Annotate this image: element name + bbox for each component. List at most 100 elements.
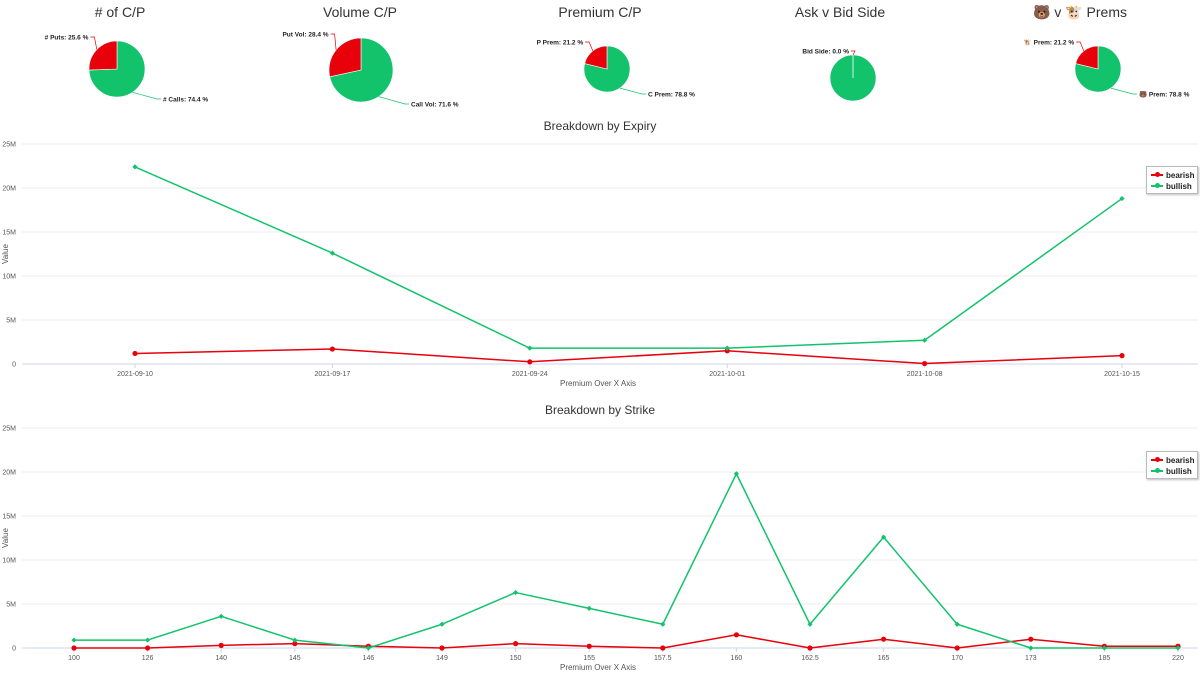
pie-label-green: Call Vol: 71.6 % [411,101,459,108]
x-tick-label: 126 [142,655,154,662]
y-tick-label: 25M [2,142,16,149]
data-point-bearish[interactable] [513,641,519,647]
legend-swatch [1151,170,1163,180]
y-tick-label: 20M [2,186,16,193]
x-tick-label: 140 [215,655,227,662]
data-point-bullish[interactable] [329,250,335,256]
x-tick-label: 173 [1025,655,1037,662]
series-line-bullish[interactable] [134,166,1123,349]
x-tick-label: 2021-10-01 [709,371,745,378]
x-tick-label: 2021-09-17 [314,371,350,378]
data-point-bearish[interactable] [1028,636,1034,642]
x-tick-label: 2021-09-24 [512,371,548,378]
data-point-bullish[interactable] [586,605,592,611]
data-point-bearish[interactable] [660,645,666,651]
series-line-bearish[interactable] [74,634,1178,649]
data-point-bullish[interactable] [132,164,138,170]
legend-item-bearish[interactable]: bearish [1151,455,1194,465]
legend-label: bearish [1166,455,1195,465]
pie-slice-green[interactable] [329,37,394,103]
expiry-legend[interactable]: bearish bullish [1146,166,1198,194]
pie-panel-3: Premium C/P P Prem: 21.2 % C Prem: 78.8 % [480,0,720,112]
data-point-bullish[interactable] [365,645,371,651]
pie-label-green: # Calls: 74.4 % [163,96,208,103]
legend-item-bearish[interactable]: bearish [1151,170,1194,180]
x-tick-label: 149 [436,655,448,662]
x-tick-label: 170 [951,655,963,662]
pie-panel-1: # of C/P # Puts: 25.6 % # Calls: 74.4 % [0,0,240,112]
y-tick-label: 10M [2,558,16,565]
data-point-bearish[interactable] [439,645,445,651]
data-point-bullish[interactable] [513,589,519,596]
pie-title: # of C/P [94,4,146,20]
legend-label: bullish [1166,466,1192,476]
pie-panel-2: Volume C/P Put Vol: 28.4 % Call Vol: 71.6 … [240,0,480,112]
data-point-bullish[interactable] [71,637,77,643]
series-line-bullish[interactable] [74,473,1178,649]
data-point-bearish[interactable] [724,348,730,354]
pie-chart: P Prem: 21.2 % C Prem: 78.8 % [537,39,696,98]
series-line-bearish[interactable] [134,348,1123,365]
y-tick-label: 5M [6,318,16,325]
data-point-bullish[interactable] [660,621,666,627]
legend-item-bullish[interactable]: bullish [1151,466,1192,476]
data-point-bearish[interactable] [145,645,151,651]
data-point-bearish[interactable] [922,360,928,367]
pie-chart: # Puts: 25.6 % # Calls: 74.4 % [45,34,209,103]
pie-chart: Bid Side: 0.0 % [802,48,877,102]
y-tick-label: 25M [2,426,16,433]
legend-swatch [1151,466,1163,476]
data-point-bullish[interactable] [145,637,151,643]
x-tick-label: 2021-10-15 [1104,371,1140,378]
data-point-bullish[interactable] [218,613,224,619]
legend-label: bullish [1166,181,1192,191]
data-point-bearish[interactable] [1119,353,1125,359]
data-point-bullish[interactable] [1101,645,1107,651]
x-tick-label: 100 [68,655,80,662]
legend-item-bullish[interactable]: bullish [1151,181,1192,191]
x-tick-label: 150 [510,655,522,662]
data-point-bearish[interactable] [807,645,813,651]
y-tick-label: 15M [2,230,16,237]
data-point-bearish[interactable] [329,346,335,352]
data-point-bullish[interactable] [1175,645,1181,651]
y-tick-label: 5M [6,602,16,609]
x-tick-label: 145 [289,655,301,662]
data-point-bearish[interactable] [71,645,77,651]
y-tick-label: 0 [12,362,16,369]
strike-line-chart: 0 5M 10M 15M 20M 25M Value 100 126 140 145 146 149 15… [1,426,1198,672]
data-point-bullish[interactable] [439,621,445,627]
y-axis-title: Value [1,528,10,548]
data-point-bullish[interactable] [881,534,887,540]
pie-slice-red[interactable] [328,37,362,78]
data-point-bearish[interactable] [881,636,887,642]
y-tick-label: 0 [12,646,16,653]
chart-title-strike: Breakdown by Strike [544,403,656,417]
data-point-bearish[interactable] [954,645,960,651]
pie-slice-red[interactable] [88,40,118,71]
x-tick-label: 146 [363,655,375,662]
data-point-bearish[interactable] [218,642,224,648]
pie-title: Volume C/P [323,4,397,20]
data-point-bearish[interactable] [132,350,138,357]
pie-label-red: Bid Side: 0.0 % [802,48,849,55]
pie-label-red: P Prem: 21.2 % [537,39,584,46]
data-point-bearish[interactable] [527,359,533,365]
pie-title: 🐻 v 🐮 Prems [1033,4,1127,20]
x-tick-label: 220 [1172,655,1184,662]
data-point-bullish[interactable] [954,621,960,627]
pie-panel-5: 🐻 v 🐮 Prems 🐮 Prem: 21.2 % 🐻 Prem: 78.8 % [960,0,1200,112]
data-point-bullish[interactable] [527,345,533,351]
y-axis-title: Value [1,244,10,264]
legend-label: bearish [1166,170,1195,180]
strike-legend[interactable]: bearish bullish [1146,451,1198,479]
data-point-bearish[interactable] [586,643,592,649]
x-tick-label: 162.5 [801,655,819,662]
data-point-bullish[interactable] [1119,195,1125,202]
data-point-bullish[interactable] [1028,645,1034,651]
data-point-bearish[interactable] [292,641,298,647]
data-point-bearish[interactable] [733,632,740,638]
pie-label-green: 🐻 Prem: 78.8 % [1139,89,1190,98]
data-point-bullish[interactable] [807,621,813,627]
data-point-bullish[interactable] [922,337,928,343]
